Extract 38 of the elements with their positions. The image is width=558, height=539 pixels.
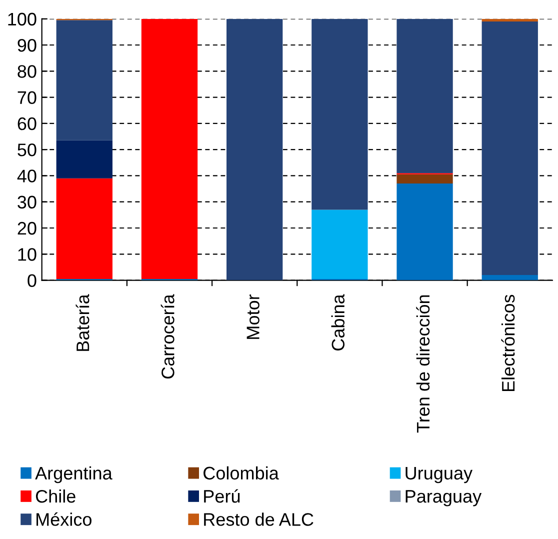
y-tick-label: 80 [18, 65, 36, 78]
x-tick-label: Carrocería [160, 294, 174, 379]
x-tick-label: Tren de dirección [416, 295, 430, 433]
bar [312, 210, 368, 279]
bar [396, 18, 453, 174]
y-tick-label: 30 [18, 196, 36, 209]
bar [396, 174, 453, 184]
legend-label: México [36, 512, 92, 526]
x-tick-label: Cabina [331, 294, 345, 350]
bar [396, 184, 453, 280]
bar [56, 20, 112, 140]
legend-label: Argentina [35, 466, 112, 484]
y-tick-label: 20 [18, 222, 36, 235]
bar [482, 21, 538, 276]
bar [56, 178, 112, 279]
legend-label: Uruguay [406, 466, 473, 484]
legend-label: Resto de ALC [204, 512, 314, 526]
y-tick-label: 60 [18, 117, 36, 130]
bar [226, 18, 283, 280]
legend-label: Chile [36, 489, 76, 503]
x-tick-label: Motor [246, 294, 260, 339]
bar [141, 18, 198, 279]
y-tick-label: 40 [17, 170, 36, 182]
legend-label: Perú [204, 489, 240, 503]
y-tick-label: 90 [18, 38, 36, 52]
y-tick-label: 10 [18, 248, 36, 261]
bar [56, 140, 112, 178]
legend-label: Colombia [204, 466, 279, 480]
y-tick-label: 50 [18, 144, 36, 156]
y-tick-label: 70 [18, 91, 36, 104]
x-tick-label: Batería [76, 294, 90, 351]
bar [482, 275, 538, 280]
legend-label: Paraguay [406, 490, 482, 506]
y-tick-label: 0 [28, 274, 36, 287]
bar [482, 18, 538, 22]
y-tick-label: 100 [8, 12, 36, 26]
x-tick-label: Electrónicos [501, 294, 515, 392]
bar [312, 18, 368, 210]
